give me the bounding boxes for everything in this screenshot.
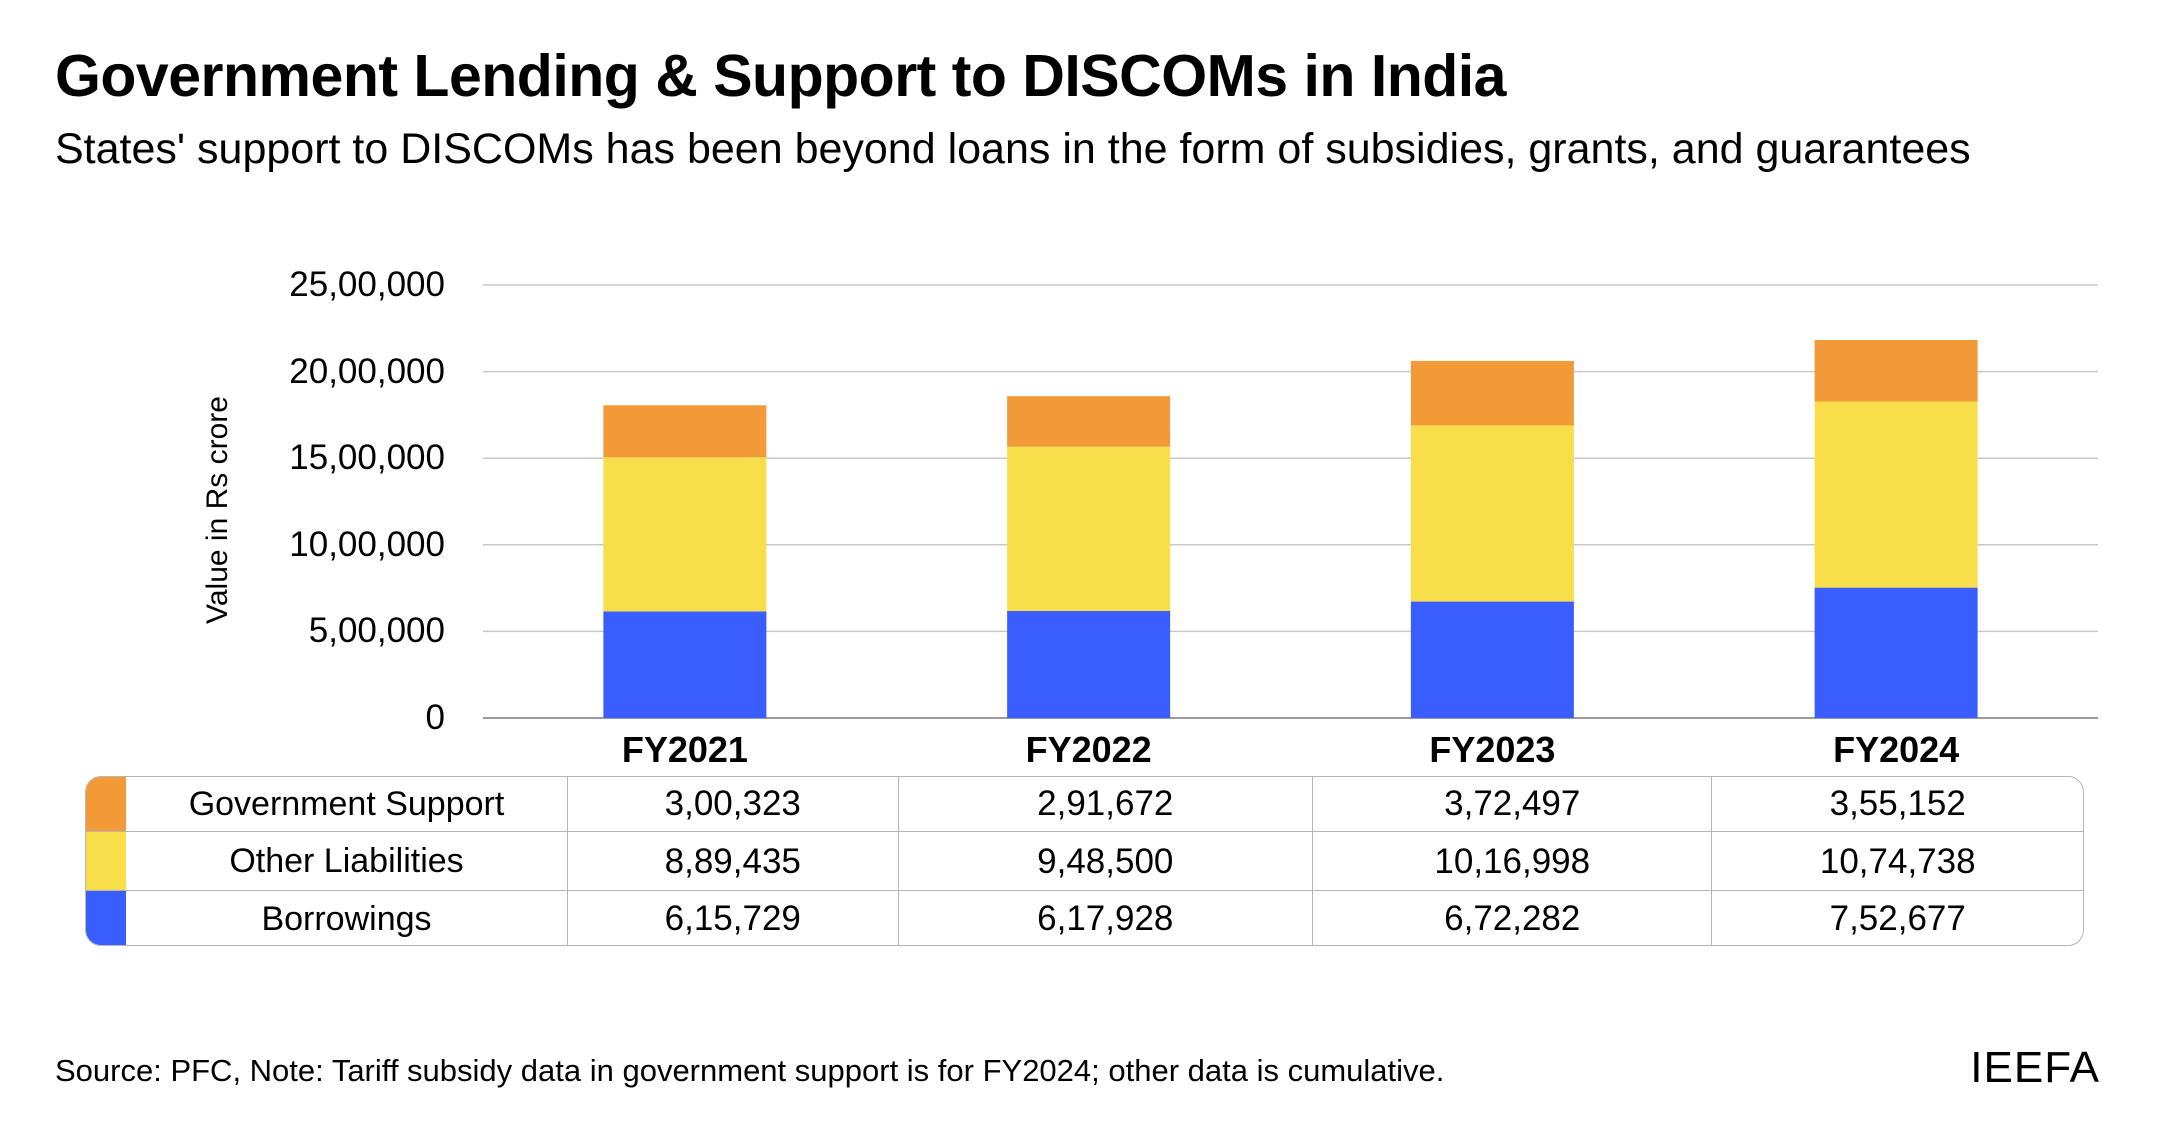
- row-label: Other Liabilities: [126, 832, 568, 891]
- bar-segment-government-support: [1007, 396, 1171, 447]
- bar-segment-government-support: [603, 405, 767, 458]
- table-cell: 3,00,323: [568, 777, 899, 831]
- legend-swatch-other-liabilities: [86, 832, 126, 891]
- row-label: Borrowings: [126, 891, 568, 945]
- table-cell: 10,74,738: [1819, 841, 1976, 881]
- y-tick-label: 25,00,000: [289, 265, 445, 304]
- row-label: Government Support: [126, 777, 568, 831]
- table-cell: 3,55,152: [1829, 784, 1966, 823]
- bar-segment-other-liabilities: [1007, 446, 1171, 611]
- table-cell: 6,15,729: [568, 891, 899, 945]
- bar-segment-borrowings: [603, 611, 767, 718]
- table-cell: 10,16,998: [1313, 832, 1713, 891]
- table-row-borrowings: Borrowings 6,15,729 6,17,928 6,72,282 7,…: [86, 890, 2083, 945]
- bar-segment-borrowings: [1814, 587, 1978, 718]
- source-note: Source: PFC, Note: Tariff subsidy data i…: [55, 1053, 1445, 1088]
- data-table: Government Support 3,00,323 2,91,672 3,7…: [85, 776, 2084, 946]
- chart-subtitle: States' support to DISCOMs has been beyo…: [55, 125, 1971, 173]
- bar-segment-borrowings: [1007, 610, 1171, 718]
- table-cell: 6,17,928: [899, 891, 1314, 945]
- y-tick-label: 10,00,000: [289, 524, 445, 564]
- bar-segment-other-liabilities: [1814, 401, 1978, 588]
- table-cell: 7,52,677: [1829, 899, 1966, 938]
- y-tick-label: 5,00,000: [308, 611, 445, 651]
- legend-swatch-borrowings: [86, 891, 126, 945]
- bar-segment-government-support: [1410, 360, 1574, 426]
- bar-segment-other-liabilities: [1410, 425, 1574, 602]
- x-tick-label: FY2021: [621, 729, 748, 770]
- y-axis-label: Value in Rs crore: [201, 396, 234, 624]
- table-row-other-liabilities: Other Liabilities 8,89,435 9,48,500 10,1…: [86, 831, 2083, 891]
- brand-logo: IEEFA: [1970, 1043, 2100, 1092]
- table-row-government-support: Government Support 3,00,323 2,91,672 3,7…: [86, 777, 2083, 831]
- y-tick-label: 20,00,000: [289, 351, 445, 391]
- table-cell: 8,89,435: [568, 832, 899, 891]
- bar-segment-borrowings: [1410, 601, 1574, 718]
- table-cell: 9,48,500: [899, 832, 1314, 891]
- y-tick-label: 0: [425, 698, 445, 737]
- stacked-bar-chart: [483, 284, 2098, 719]
- y-tick-label: 15,00,000: [289, 438, 445, 478]
- bar-segment-other-liabilities: [603, 457, 767, 612]
- legend-swatch-government-support: [86, 777, 126, 831]
- x-tick-label: FY2024: [1833, 729, 1960, 770]
- table-cell: 3,72,497: [1313, 777, 1713, 831]
- table-cell: 6,72,282: [1313, 891, 1713, 945]
- x-tick-label: FY2023: [1429, 729, 1556, 770]
- bar-segment-government-support: [1814, 339, 1978, 402]
- chart-title: Government Lending & Support to DISCOMs …: [55, 43, 1507, 109]
- table-cell: 2,91,672: [899, 777, 1314, 831]
- x-tick-label: FY2022: [1025, 729, 1152, 770]
